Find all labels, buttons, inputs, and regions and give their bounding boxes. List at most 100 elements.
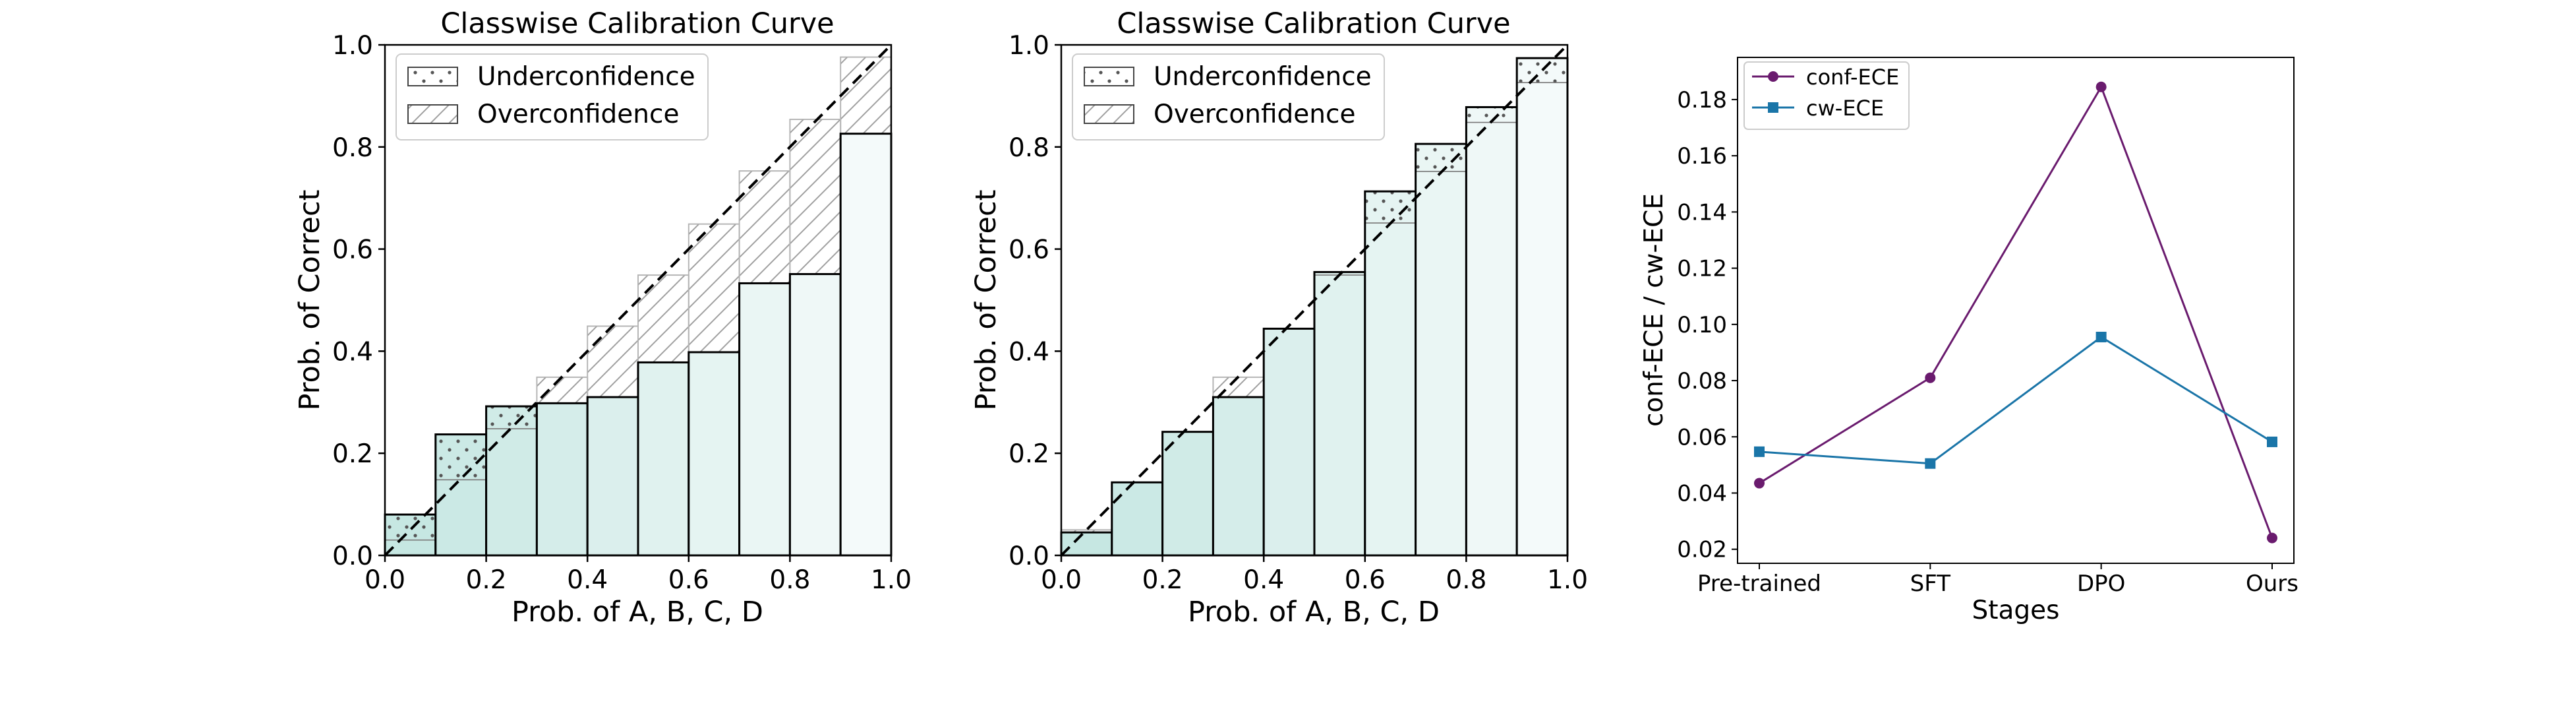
y-tick-label: 0.16 (1677, 143, 1727, 170)
x-tick-label: 0.8 (769, 565, 810, 595)
calibration-chart-1: Classwise Calibration Curve 0.0 0.2 0.4 0.6… (293, 7, 912, 629)
point-conf-ECE (1925, 372, 1936, 383)
bars-layer (1060, 57, 1569, 557)
y-tick-label: 0.4 (332, 337, 373, 367)
y-tick-label: 0.02 (1677, 537, 1727, 563)
legend-overconfidence-swatch (407, 104, 458, 124)
accuracy-bar (1415, 171, 1467, 555)
underconfidence-gap (384, 514, 436, 541)
y-tick-label: 0.14 (1677, 199, 1727, 226)
chart-title: Classwise Calibration Curve (440, 7, 834, 40)
x-tick-label: 0.6 (1345, 565, 1386, 595)
overconfidence-gap (789, 119, 841, 275)
x-tick-label: 0.4 (567, 565, 608, 595)
y-axis-label: conf-ECE / cw-ECE (1639, 193, 1669, 427)
calibration-chart-2: Classwise Calibration Curve 0.0 0.2 0.4 0.6… (970, 7, 1588, 629)
axis-ticks: Pre-trained SFT DPO Ours 0.02 0.04 0.06 0.08 0.1… (1677, 87, 2298, 597)
overconfidence-gap (587, 325, 639, 398)
legend-underconfidence-swatch (407, 67, 458, 86)
legend-overconfidence-swatch (1084, 104, 1134, 124)
y-tick-label: 0.10 (1677, 312, 1727, 338)
y-tick-label: 0.6 (332, 235, 373, 265)
x-tick-label: 1.0 (871, 565, 912, 595)
accuracy-bar (1364, 223, 1416, 555)
x-tick-label: Pre-trained (1697, 571, 1821, 597)
accuracy-bar (1264, 328, 1314, 555)
accuracy-bar (1466, 122, 1517, 555)
chart-title: Classwise Calibration Curve (1117, 7, 1510, 40)
accuracy-bar (739, 283, 790, 555)
point-cw-ECE (1754, 446, 1765, 457)
legend-conf-ece-marker (1768, 71, 1778, 82)
accuracy-bar (1517, 82, 1567, 555)
accuracy-bar (790, 274, 841, 555)
legend-box (1743, 61, 1910, 130)
accuracy-bar (688, 352, 740, 555)
diagonal-reference-line (1060, 44, 1569, 557)
underconfidence-gap (1516, 57, 1568, 84)
x-tick-label: 0.2 (466, 565, 507, 595)
x-tick-label: DPO (2077, 571, 2125, 597)
underconfidence-gap (435, 433, 487, 481)
x-axis-label: Prob. of A, B, C, D (512, 596, 763, 629)
x-tick-label: SFT (1910, 571, 1951, 597)
y-tick-label: 0.2 (332, 439, 373, 469)
x-tick-label: 1.0 (1547, 565, 1588, 595)
legend: conf-ECE cw-ECE (1743, 61, 1910, 130)
overconfidence-gap (637, 274, 689, 363)
y-tick-label: 0.8 (1009, 133, 1049, 163)
y-axis-label: Prob. of Correct (293, 190, 326, 411)
overconfidence-gap (536, 377, 588, 404)
legend-underconfidence-swatch (1084, 67, 1134, 86)
plot-frame (1060, 44, 1569, 557)
axis-ticks: 0.0 0.2 0.4 0.6 0.8 1.0 0.0 0.2 0.4 0.6 0.8 1.0 (1009, 31, 1588, 595)
accuracy-bar (537, 403, 588, 555)
series-line-conf-ECE (1759, 84, 2273, 539)
x-tick-label: Ours (2246, 571, 2298, 597)
x-axis-label: Stages (1972, 596, 2059, 625)
x-tick-label: 0.0 (1041, 565, 1082, 595)
accuracy-bar (1111, 482, 1163, 555)
x-tick-label: 0.2 (1142, 565, 1183, 595)
legend-underconfidence-label: Underconfidence (477, 62, 695, 92)
accuracy-bar (1162, 431, 1214, 555)
legend-overconfidence-label: Overconfidence (477, 100, 679, 129)
accuracy-bar (1061, 532, 1112, 555)
legend-underconfidence-label: Underconfidence (1154, 62, 1372, 92)
legend-conf-ece-label: conf-ECE (1806, 65, 1899, 90)
point-conf-ECE (1754, 478, 1765, 489)
x-tick-label: 0.0 (365, 565, 405, 595)
y-tick-label: 0.12 (1677, 256, 1727, 282)
point-cw-ECE (1925, 458, 1936, 469)
underconfidence-gap (1415, 143, 1467, 172)
y-tick-label: 1.0 (1009, 31, 1049, 61)
accuracy-bar (587, 397, 638, 555)
legend: Underconfidence Overconfidence (395, 53, 709, 140)
point-cw-ECE (2095, 331, 2107, 342)
overconfidence-gap (688, 223, 740, 353)
accuracy-bar (1213, 397, 1264, 555)
accuracy-bar (1314, 275, 1365, 555)
plot-frame (1737, 57, 2295, 564)
legend-cw-ece-marker (1768, 102, 1778, 113)
y-axis-label: Prob. of Correct (970, 190, 1003, 411)
y-tick-label: 0.0 (332, 542, 373, 571)
legend-overconfidence-label: Overconfidence (1154, 100, 1355, 129)
y-tick-label: 0.18 (1677, 87, 1727, 113)
series-line-cw-ECE (1759, 336, 2273, 465)
plot-frame (384, 44, 893, 557)
x-tick-label: 0.8 (1446, 565, 1486, 595)
legend-box (395, 53, 709, 140)
y-tick-label: 0.04 (1677, 480, 1727, 507)
y-tick-label: 1.0 (332, 31, 373, 61)
accuracy-bar (385, 540, 436, 555)
accuracy-bar (638, 362, 689, 555)
y-tick-label: 0.4 (1009, 337, 1049, 367)
y-tick-label: 0.6 (1009, 235, 1049, 265)
accuracy-bar (840, 133, 891, 555)
x-tick-label: 0.4 (1243, 565, 1284, 595)
ece-line-chart: Pre-trained SFT DPO Ours 0.02 0.04 0.06 0.08 0.1… (1639, 57, 2298, 625)
point-conf-ECE (2267, 532, 2277, 544)
legend: Underconfidence Overconfidence (1072, 53, 1385, 140)
